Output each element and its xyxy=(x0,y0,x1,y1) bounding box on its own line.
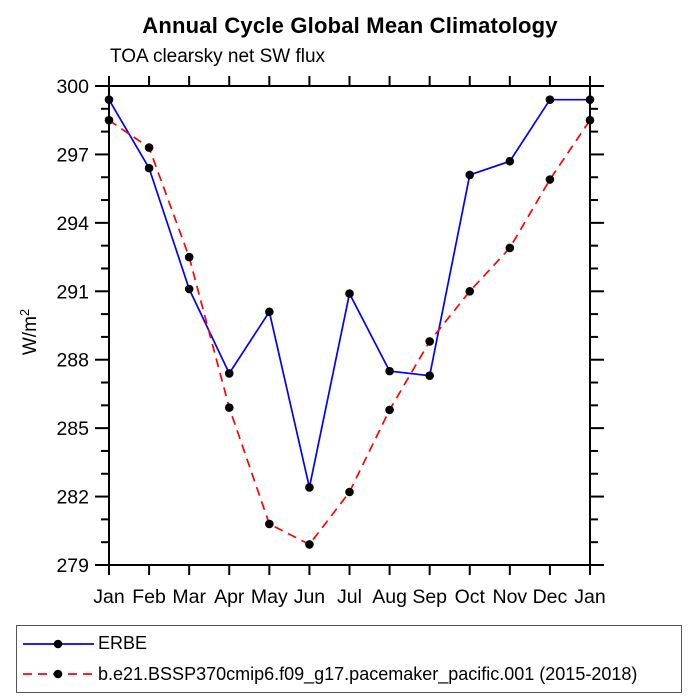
x-tick-label: Apr xyxy=(214,586,245,608)
legend-label-erbe: ERBE xyxy=(98,633,148,654)
y-tick-label: 297 xyxy=(56,144,89,166)
x-tick-label: Jan xyxy=(93,586,124,608)
legend-label-model: b.e21.BSSP370cmip6.f09_g17.pacemaker_pac… xyxy=(98,663,638,684)
y-tick-label: 279 xyxy=(56,555,89,577)
data-point-marker xyxy=(224,369,234,378)
x-tick-label: Aug xyxy=(372,586,407,608)
data-point-marker xyxy=(104,95,114,104)
data-point-marker xyxy=(305,540,314,549)
data-point-marker xyxy=(465,170,475,180)
data-point-marker xyxy=(545,95,555,104)
data-point-marker xyxy=(505,243,515,253)
x-tick-label: Feb xyxy=(132,586,166,608)
x-tick-label: Nov xyxy=(492,586,527,608)
data-point-marker xyxy=(265,519,274,529)
legend-sample-marker xyxy=(53,670,63,679)
data-point-marker xyxy=(144,143,154,152)
data-point-marker xyxy=(545,175,555,184)
y-tick-label: 291 xyxy=(56,281,89,303)
data-point-marker xyxy=(184,252,194,262)
x-tick-label: Sep xyxy=(412,586,447,608)
chart-subtitle: TOA clearsky net SW flux xyxy=(110,46,326,67)
data-point-marker xyxy=(144,163,154,173)
x-tick-label: Mar xyxy=(172,586,206,608)
data-point-marker xyxy=(385,366,394,376)
y-tick-label: 285 xyxy=(56,418,89,440)
legend-line-sample-erbe-icon xyxy=(23,639,94,648)
legend-box: ERBE b.e21.BSSP370cmip6.f09_g17.pacemake… xyxy=(16,625,682,693)
data-point-marker xyxy=(585,115,595,125)
data-point-marker xyxy=(345,289,354,298)
data-point-marker xyxy=(585,95,595,104)
x-tick-label: Jun xyxy=(294,586,325,608)
data-point-marker xyxy=(385,405,394,415)
x-tick-label: Jul xyxy=(337,586,362,608)
data-point-marker xyxy=(505,156,515,166)
data-point-marker xyxy=(305,483,314,492)
data-point-marker xyxy=(345,487,354,497)
x-tick-label: Jan xyxy=(574,586,605,608)
data-point-marker xyxy=(184,284,194,294)
y-tick-label: 294 xyxy=(56,213,89,235)
legend-line-sample-model-icon xyxy=(23,670,94,679)
x-tick-label: May xyxy=(251,586,288,608)
data-point-marker xyxy=(104,115,114,125)
legend-item-model: b.e21.BSSP370cmip6.f09_g17.pacemaker_pac… xyxy=(17,660,681,688)
legend-sample-marker xyxy=(53,639,63,648)
y-tick-label: 282 xyxy=(56,487,89,509)
series-line-model xyxy=(108,119,591,546)
y-tick-label: 288 xyxy=(56,350,89,372)
x-tick-label: Dec xyxy=(533,586,568,608)
y-tick-label: 300 xyxy=(56,76,89,98)
y-axis-title: W/m2 xyxy=(17,309,41,355)
data-point-marker xyxy=(465,286,475,296)
legend-item-erbe: ERBE xyxy=(17,630,681,658)
data-point-marker xyxy=(425,337,434,346)
data-point-marker xyxy=(224,403,234,412)
data-point-marker xyxy=(425,371,434,380)
chart-title: Annual Cycle Global Mean Climatology xyxy=(142,13,558,38)
plot-area: 279 282 285 288 291 294 297 300 Jan Feb Mar Apr May J… xyxy=(17,76,606,608)
data-point-marker xyxy=(265,307,274,317)
x-tick-label: Oct xyxy=(455,586,486,608)
